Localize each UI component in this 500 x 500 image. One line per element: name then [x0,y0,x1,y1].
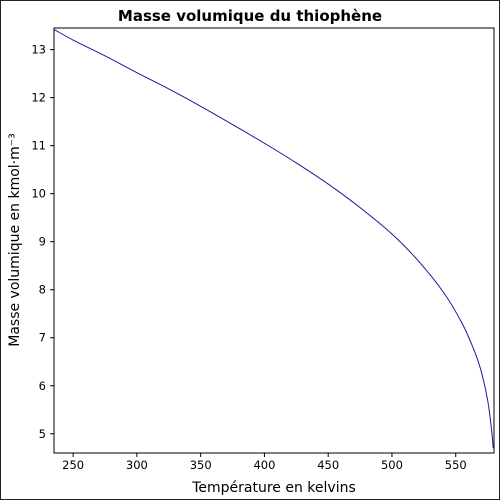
y-axis: 5 6 7 8 9 10 11 12 13 [31,43,54,441]
y-tick-label: 9 [39,235,46,249]
y-tick-label: 6 [39,379,46,393]
plot-area [53,27,495,454]
x-tick-label: 350 [190,458,212,472]
x-axis: 250 300 350 400 450 500 550 [62,453,467,472]
y-axis-label: Masse volumique en kmol·m⁻³ [7,133,23,347]
y-tick-label: 8 [39,283,46,297]
density-curve [53,29,494,449]
y-tick-label: 13 [31,43,46,57]
x-axis-label: Température en kelvins [191,480,356,496]
x-tick-label: 500 [381,458,403,472]
y-tick-label: 5 [39,427,46,441]
x-tick-label: 450 [317,458,339,472]
y-tick-label: 12 [31,91,46,105]
x-tick-label: 550 [445,458,467,472]
y-tick-label: 7 [39,331,46,345]
y-tick-label: 10 [31,187,46,201]
chart-title: Masse volumique du thiophène [118,7,382,25]
x-tick-label: 250 [62,458,84,472]
x-tick-label: 400 [253,458,275,472]
y-tick-label: 11 [31,139,46,153]
x-tick-label: 300 [126,458,148,472]
